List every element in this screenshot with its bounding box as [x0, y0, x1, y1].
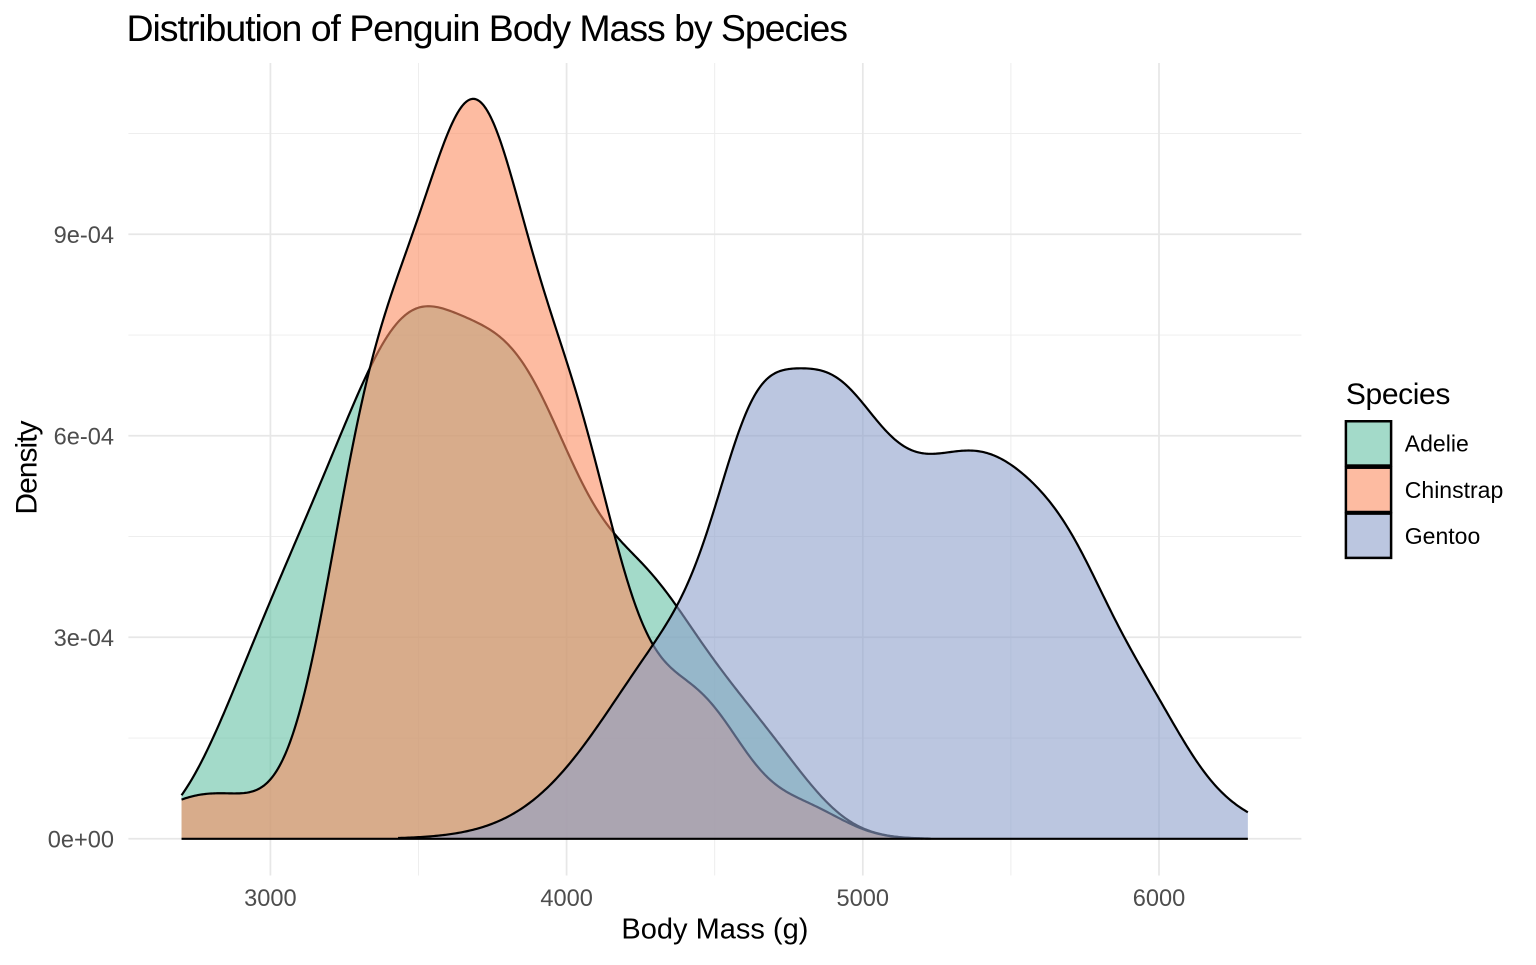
svg-text:5000: 5000 — [837, 886, 890, 912]
svg-text:Species: Species — [1346, 378, 1450, 411]
svg-text:3e-04: 3e-04 — [54, 626, 114, 652]
svg-text:Distribution of Penguin Body M: Distribution of Penguin Body Mass by Spe… — [127, 7, 848, 49]
svg-text:4000: 4000 — [540, 886, 593, 912]
svg-text:Chinstrap: Chinstrap — [1405, 477, 1503, 503]
svg-text:6e-04: 6e-04 — [54, 424, 114, 450]
svg-text:Body Mass (g): Body Mass (g) — [621, 914, 808, 946]
svg-text:Density: Density — [11, 420, 44, 514]
svg-text:Gentoo: Gentoo — [1405, 523, 1480, 549]
svg-text:9e-04: 9e-04 — [54, 223, 114, 249]
svg-text:0e+00: 0e+00 — [48, 827, 114, 853]
svg-text:6000: 6000 — [1133, 886, 1186, 912]
svg-text:3000: 3000 — [244, 886, 297, 912]
svg-text:Adelie: Adelie — [1405, 431, 1469, 457]
